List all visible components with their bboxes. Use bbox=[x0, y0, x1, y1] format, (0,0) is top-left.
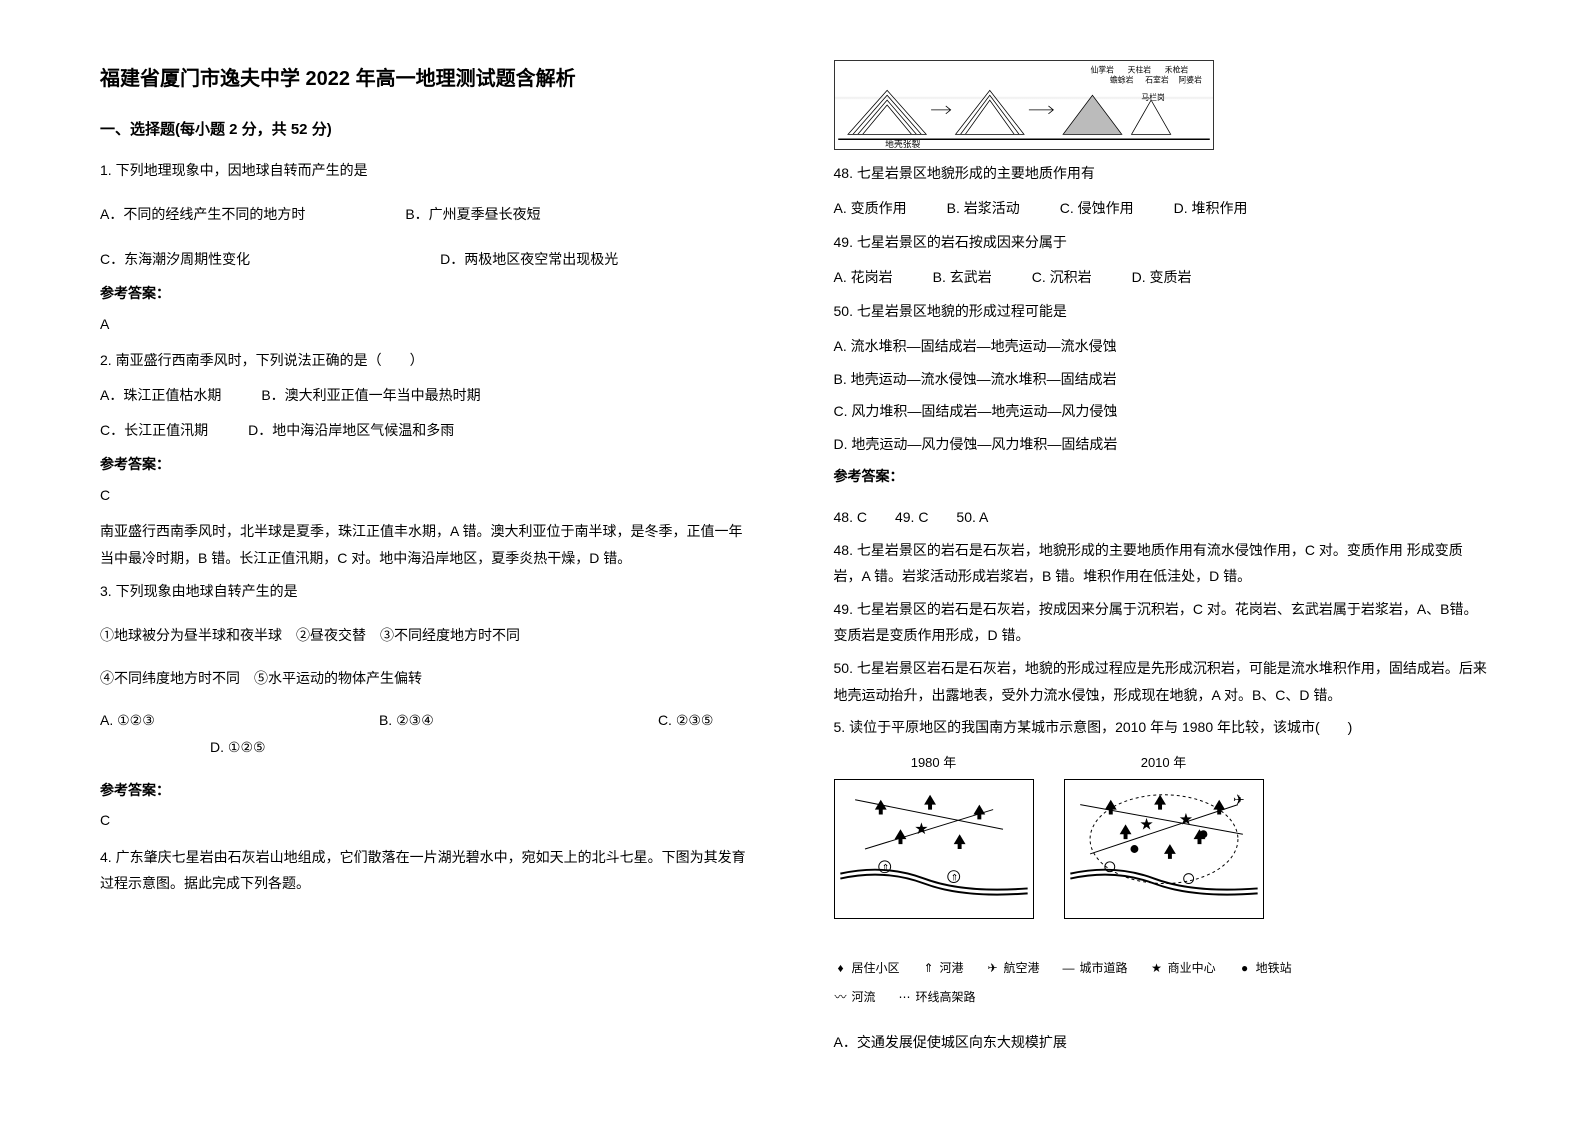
house-icon: ♦ bbox=[834, 957, 848, 980]
port-icon: ⇑ bbox=[922, 957, 936, 980]
q3-answer-label: 参考答案： bbox=[100, 777, 754, 804]
q5-optA: A．交通发展促使城区向东大规模扩展 bbox=[834, 1029, 1488, 1056]
q2-answer: C bbox=[100, 482, 754, 509]
q50-answer-label: 参考答案： bbox=[834, 463, 1488, 490]
legend-e: 商业中心 bbox=[1168, 957, 1216, 980]
q50-answer: 48. C 49. C 50. A bbox=[834, 504, 1488, 531]
q1-stem: 1. 下列地理现象中，因地球自转而产生的是 bbox=[100, 157, 754, 184]
q4-stem: 4. 广东肇庆七星岩由石灰岩山地组成，它们散落在一片湖光碧水中，宛如天上的北斗七… bbox=[100, 844, 754, 897]
q3-stem: 3. 下列现象由地球自转产生的是 bbox=[100, 578, 754, 605]
q1-options-row1: A．不同的经线产生不同的地方时 B．广州夏季昼长夜短 bbox=[100, 201, 754, 228]
q3-optC: C. ②③⑤ bbox=[658, 707, 714, 734]
left-column: 福建省厦门市逸夫中学 2022 年高一地理测试题含解析 一、选择题(每小题 2 … bbox=[80, 60, 794, 1062]
river-icon: 〰 bbox=[834, 986, 848, 1009]
q50-optD: D. 地壳运动—风力侵蚀—风力堆积—固结成岩 bbox=[834, 431, 1488, 458]
q49-explanation: 49. 七星岩景区的岩石是石灰岩，按成因来分属于沉积岩，C 对。花岗岩、玄武岩属… bbox=[834, 596, 1488, 649]
diagram-label-8: 马栏岗 bbox=[1141, 92, 1165, 102]
q48-options: A. 变质作用 B. 岩浆活动 C. 侵蚀作用 D. 堆积作用 bbox=[834, 195, 1488, 222]
legend-f: 地铁站 bbox=[1256, 957, 1292, 980]
section-header: 一、选择题(每小题 2 分，共 52 分) bbox=[100, 116, 754, 145]
q1-optA: A．不同的经线产生不同的地方时 bbox=[100, 201, 305, 228]
diagram-label-6: 禾枪岩 bbox=[1164, 65, 1188, 75]
q3-line1: ①地球被分为昼半球和夜半球 ②昼夜交替 ③不同经度地方时不同 bbox=[100, 622, 754, 649]
q2-options-row2: C．长江正值汛期 D．地中海沿岸地区气候温和多雨 bbox=[100, 417, 754, 444]
svg-text:★: ★ bbox=[1139, 817, 1153, 834]
q3-optB: B. ②③④ bbox=[379, 707, 434, 734]
geology-diagram: 地壳张裂 仙掌岩 蟾蜍岩 天柱岩 石室岩 禾枪岩 阿婆岩 马栏岗 bbox=[834, 60, 1214, 150]
q3-options-row: A. ①②③ B. ②③④ C. ②③⑤ bbox=[100, 707, 754, 734]
right-column: 地壳张裂 仙掌岩 蟾蜍岩 天柱岩 石室岩 禾枪岩 阿婆岩 马栏岗 48. 七星岩… bbox=[794, 60, 1508, 1062]
q3-optA: A. ①②③ bbox=[100, 707, 155, 734]
q48-stem: 48. 七星岩景区地貌形成的主要地质作用有 bbox=[834, 160, 1488, 187]
airport-icon: ✈ bbox=[986, 957, 1000, 980]
diagram-label-2: 仙掌岩 bbox=[1090, 65, 1114, 75]
q48-optD: D. 堆积作用 bbox=[1174, 195, 1248, 222]
q48-optC: C. 侵蚀作用 bbox=[1060, 195, 1134, 222]
map-legend: ♦居住小区 ⇑河港 ✈航空港 —城市道路 ★商业中心 ●地铁站 〰河流 ⋯环线高… bbox=[834, 957, 1294, 1009]
q48-optA: A. 变质作用 bbox=[834, 195, 907, 222]
q3-answer: C bbox=[100, 807, 754, 834]
q1-optC: C．东海潮汐周期性变化 bbox=[100, 246, 250, 273]
diagram-label-3: 蟾蜍岩 bbox=[1110, 75, 1134, 85]
legend-d: 城市道路 bbox=[1080, 957, 1128, 980]
q2-options-row1: A．珠江正值枯水期 B．澳大利亚正值一年当中最热时期 bbox=[100, 382, 754, 409]
q2-optA: A．珠江正值枯水期 bbox=[100, 382, 221, 409]
q2-optD: D．地中海沿岸地区气候温和多雨 bbox=[248, 417, 454, 444]
q2-stem: 2. 南亚盛行西南季风时，下列说法正确的是（ ） bbox=[100, 347, 754, 374]
legend-g: 河流 bbox=[852, 986, 876, 1009]
legend-h: 环线高架路 bbox=[916, 986, 976, 1009]
map-1980: 1980 年 ★ ⇑ ⇑ bbox=[834, 751, 1034, 920]
legend-c: 航空港 bbox=[1004, 957, 1040, 980]
star-icon: ★ bbox=[1150, 957, 1164, 980]
svg-text:⇑: ⇑ bbox=[881, 863, 888, 873]
diagram-label-7: 阿婆岩 bbox=[1178, 75, 1202, 85]
q49-optA: A. 花岗岩 bbox=[834, 264, 893, 291]
q48-explanation: 48. 七星岩景区的岩石是石灰岩，地貌形成的主要地质作用有流水侵蚀作用，C 对。… bbox=[834, 537, 1488, 590]
q49-options: A. 花岗岩 B. 玄武岩 C. 沉积岩 D. 变质岩 bbox=[834, 264, 1488, 291]
q1-answer-label: 参考答案： bbox=[100, 280, 754, 307]
q2-explanation: 南亚盛行西南季风时，北半球是夏季，珠江正值丰水期，A 错。澳大利亚位于南半球，是… bbox=[100, 518, 754, 571]
q50-stem: 50. 七星岩景区地貌的形成过程可能是 bbox=[834, 298, 1488, 325]
q50-explanation: 50. 七星岩景区岩石是石灰岩，地貌的形成过程应是先形成沉积岩，可能是流水堆积作… bbox=[834, 655, 1488, 708]
legend-b: 河港 bbox=[940, 957, 964, 980]
diagram-label-4: 天柱岩 bbox=[1127, 65, 1151, 75]
exam-title: 福建省厦门市逸夫中学 2022 年高一地理测试题含解析 bbox=[100, 60, 754, 98]
q1-answer: A bbox=[100, 311, 754, 338]
q50-optB: B. 地壳运动—流水侵蚀—流水堆积—固结成岩 bbox=[834, 366, 1488, 393]
q1-optD: D．两极地区夜空常出现极光 bbox=[440, 246, 618, 273]
map-container: 1980 年 ★ ⇑ ⇑ bbox=[834, 751, 1488, 1009]
q3-optD: D. ①②⑤ bbox=[100, 734, 754, 761]
q1-options-row2: C．东海潮汐周期性变化 D．两极地区夜空常出现极光 bbox=[100, 246, 754, 273]
q50-optA: A. 流水堆积—固结成岩—地壳运动—流水侵蚀 bbox=[834, 333, 1488, 360]
map-year-1980: 1980 年 bbox=[834, 751, 1034, 776]
road-icon: — bbox=[1062, 957, 1076, 980]
map-year-2010: 2010 年 bbox=[1064, 751, 1264, 776]
svg-text:⇑: ⇑ bbox=[950, 873, 957, 883]
q48-optB: B. 岩浆活动 bbox=[947, 195, 1020, 222]
q49-optC: C. 沉积岩 bbox=[1032, 264, 1092, 291]
q49-optD: D. 变质岩 bbox=[1132, 264, 1192, 291]
legend-a: 居住小区 bbox=[852, 957, 900, 980]
metro-icon: ● bbox=[1238, 957, 1252, 980]
ring-icon: ⋯ bbox=[898, 986, 912, 1009]
q1-optB: B．广州夏季昼长夜短 bbox=[405, 201, 540, 228]
q50-optC: C. 风力堆积—固结成岩—地壳运动—风力侵蚀 bbox=[834, 398, 1488, 425]
diagram-label-5: 石室岩 bbox=[1145, 75, 1169, 85]
q5-stem: 5. 读位于平原地区的我国南方某城市示意图，2010 年与 1980 年比较，该… bbox=[834, 714, 1488, 741]
diagram-label-1: 地壳张裂 bbox=[885, 138, 920, 149]
q2-answer-label: 参考答案： bbox=[100, 451, 754, 478]
q2-optC: C．长江正值汛期 bbox=[100, 417, 208, 444]
q2-optB: B．澳大利亚正值一年当中最热时期 bbox=[261, 382, 480, 409]
q49-stem: 49. 七星岩景区的岩石按成因来分属于 bbox=[834, 229, 1488, 256]
map-2010: 2010 年 ★★ bbox=[1064, 751, 1264, 920]
q3-line2: ④不同纬度地方时不同 ⑤水平运动的物体产生偏转 bbox=[100, 665, 754, 692]
q49-optB: B. 玄武岩 bbox=[933, 264, 992, 291]
